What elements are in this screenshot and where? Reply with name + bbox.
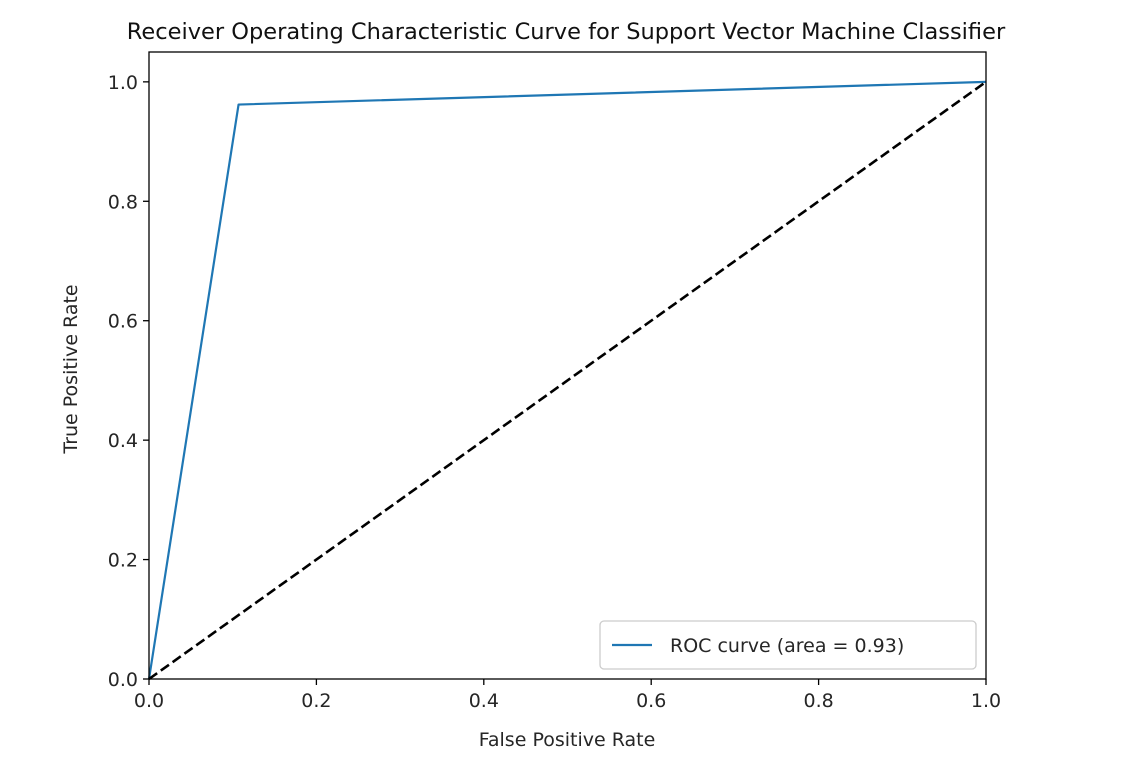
x-tick-label: 0.4 xyxy=(469,690,499,712)
y-axis: 0.0 0.2 0.4 0.6 0.8 1.0 xyxy=(108,72,149,691)
legend-box xyxy=(599,620,977,670)
chart-title: Receiver Operating Characteristic Curve … xyxy=(127,19,1006,45)
plot-frame xyxy=(148,51,987,680)
legend-label: ROC curve (area = 0.93) xyxy=(670,635,904,657)
x-axis-label: False Positive Rate xyxy=(479,729,656,751)
y-tick-label: 0.8 xyxy=(108,191,138,213)
legend: ROC curve (area = 0.93) xyxy=(599,620,977,670)
y-tick-label: 1.0 xyxy=(108,72,138,94)
y-axis-label: True Positive Rate xyxy=(60,284,82,454)
roc-curve-line xyxy=(147,80,987,680)
y-tick-label: 0.2 xyxy=(108,550,138,572)
y-tick-label: 0.4 xyxy=(108,430,138,452)
x-tick-label: 0.6 xyxy=(636,690,666,712)
x-tick-label: 0.8 xyxy=(803,690,833,712)
x-tick-label: 1.0 xyxy=(971,690,1001,712)
series-layer xyxy=(147,80,987,681)
x-tick-label: 0.2 xyxy=(301,690,331,712)
x-axis: 0.0 0.2 0.4 0.6 0.8 1.0 xyxy=(134,679,1001,712)
y-tick-label: 0.0 xyxy=(108,669,138,691)
y-tick-label: 0.6 xyxy=(108,311,138,333)
diagonal-reference-line xyxy=(148,80,987,681)
plot-area xyxy=(147,51,987,681)
x-tick-label: 0.0 xyxy=(134,690,164,712)
